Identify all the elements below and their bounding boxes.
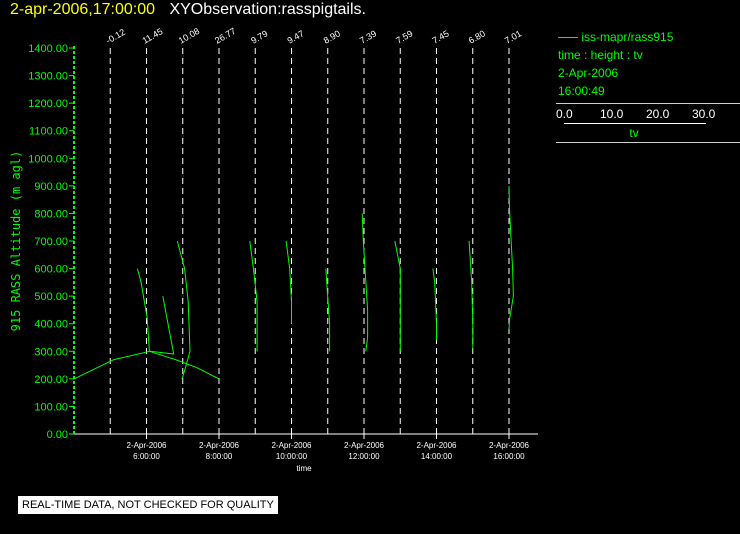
y-axis-label: 915 RASS Altitude (m agl) (9, 151, 23, 332)
x-tick-date: 2-Apr-2006 (344, 441, 385, 450)
legend-series: iss-mapr/rass915 (556, 28, 740, 46)
observation-title: XYObservation:rasspigtails. (169, 1, 366, 18)
profile-value-label: 6.80 (467, 28, 487, 45)
profile-trace (361, 213, 369, 352)
y-tick-label: 200.00 (34, 374, 68, 386)
y-tick-label: 1000.00 (28, 153, 68, 165)
profile-trace (136, 268, 220, 380)
legend-scale-tick-1: 10.0 (600, 107, 624, 121)
profile-trace (249, 240, 258, 352)
legend-divider-top (556, 103, 740, 104)
title-row: 2-apr-2006,17:00:00 XYObservation:rasspi… (10, 1, 366, 23)
profile-trace (508, 185, 514, 330)
x-tick-time: 6:00:00 (133, 452, 160, 461)
profile-value-label: 7.01 (503, 28, 523, 45)
x-axis-label: time (296, 464, 312, 473)
legend-scale: 0.0 10.0 20.0 30.0 (556, 107, 740, 129)
profile-value-label: 26.77 (213, 26, 238, 46)
profile-value-label: 7.39 (358, 28, 378, 45)
x-tick-time: 14:00:00 (421, 452, 453, 461)
x-tick-time: 12:00:00 (348, 452, 380, 461)
y-tick-label: 800.00 (34, 208, 68, 220)
observation-timestamp: 2-apr-2006,17:00:00 (10, 1, 155, 18)
y-tick-label: 100.00 (34, 401, 68, 413)
profile-trace (468, 240, 474, 349)
profile-value-label: 8.90 (322, 28, 342, 45)
x-tick-date: 2-Apr-2006 (416, 441, 457, 450)
y-tick-label: 1300.00 (28, 71, 68, 83)
x-tick-time: 8:00:00 (206, 452, 233, 461)
profile-value-label: 10.08 (177, 26, 202, 46)
profile-value-label: 7.45 (431, 28, 451, 45)
x-tick-date: 2-Apr-2006 (199, 441, 240, 450)
profile-trace (285, 240, 292, 324)
y-tick-label: 1100.00 (29, 126, 68, 138)
legend-series-name: iss-mapr/rass915 (581, 30, 674, 44)
legend-panel: iss-mapr/rass915 time : height : tv 2-Ap… (556, 28, 740, 143)
profile-trace (394, 240, 401, 352)
profile-value-label: 9.79 (249, 28, 269, 45)
profile-value-label: 11.45 (141, 26, 165, 46)
legend-scale-tick-3: 30.0 (692, 107, 716, 121)
y-tick-label: 500.00 (34, 291, 68, 303)
x-tick-date: 2-Apr-2006 (271, 441, 312, 450)
legend-date: 2-Apr-2006 (558, 66, 619, 80)
legend-divider-bottom (556, 142, 740, 143)
legend-scale-line (564, 123, 706, 124)
x-tick-time: 10:00:00 (276, 452, 308, 461)
legend-variables: time : height : tv (558, 48, 643, 62)
quality-disclaimer: REAL-TIME DATA, NOT CHECKED FOR QUALITY (18, 496, 278, 514)
y-tick-label: 400.00 (34, 319, 68, 331)
y-tick-label: 700.00 (34, 236, 68, 248)
profile-trace (325, 268, 331, 352)
x-tick-date: 2-Apr-2006 (126, 441, 167, 450)
profile-trace (73, 296, 175, 380)
profile-trace (176, 240, 191, 380)
legend-time: 16:00:49 (558, 84, 605, 98)
legend-scale-label: tv (629, 126, 639, 140)
legend-scale-tick-2: 20.0 (646, 107, 670, 121)
y-tick-label: 900.00 (34, 181, 68, 193)
y-tick-label: 300.00 (34, 346, 68, 358)
y-tick-label: 1400.00 (28, 43, 68, 55)
profile-value-label: 7.59 (394, 28, 414, 45)
y-tick-label: 600.00 (34, 264, 68, 276)
profile-value-label: 9.47 (286, 28, 306, 45)
legend-scale-tick-0: 0.0 (556, 107, 573, 121)
x-tick-time: 16:00:00 (493, 452, 525, 461)
rass-altitude-chart: 0.00 100.00 200.00 300.00 400.00 500.00 600.00… (9, 26, 538, 473)
x-tick-date: 2-Apr-2006 (489, 441, 530, 450)
profile-value-label: -0.12 (104, 27, 127, 46)
y-tick-label: 1200.00 (28, 98, 68, 110)
legend-series-line (558, 37, 578, 39)
profile-trace (432, 268, 437, 341)
y-tick-label: 0.00 (47, 429, 68, 441)
